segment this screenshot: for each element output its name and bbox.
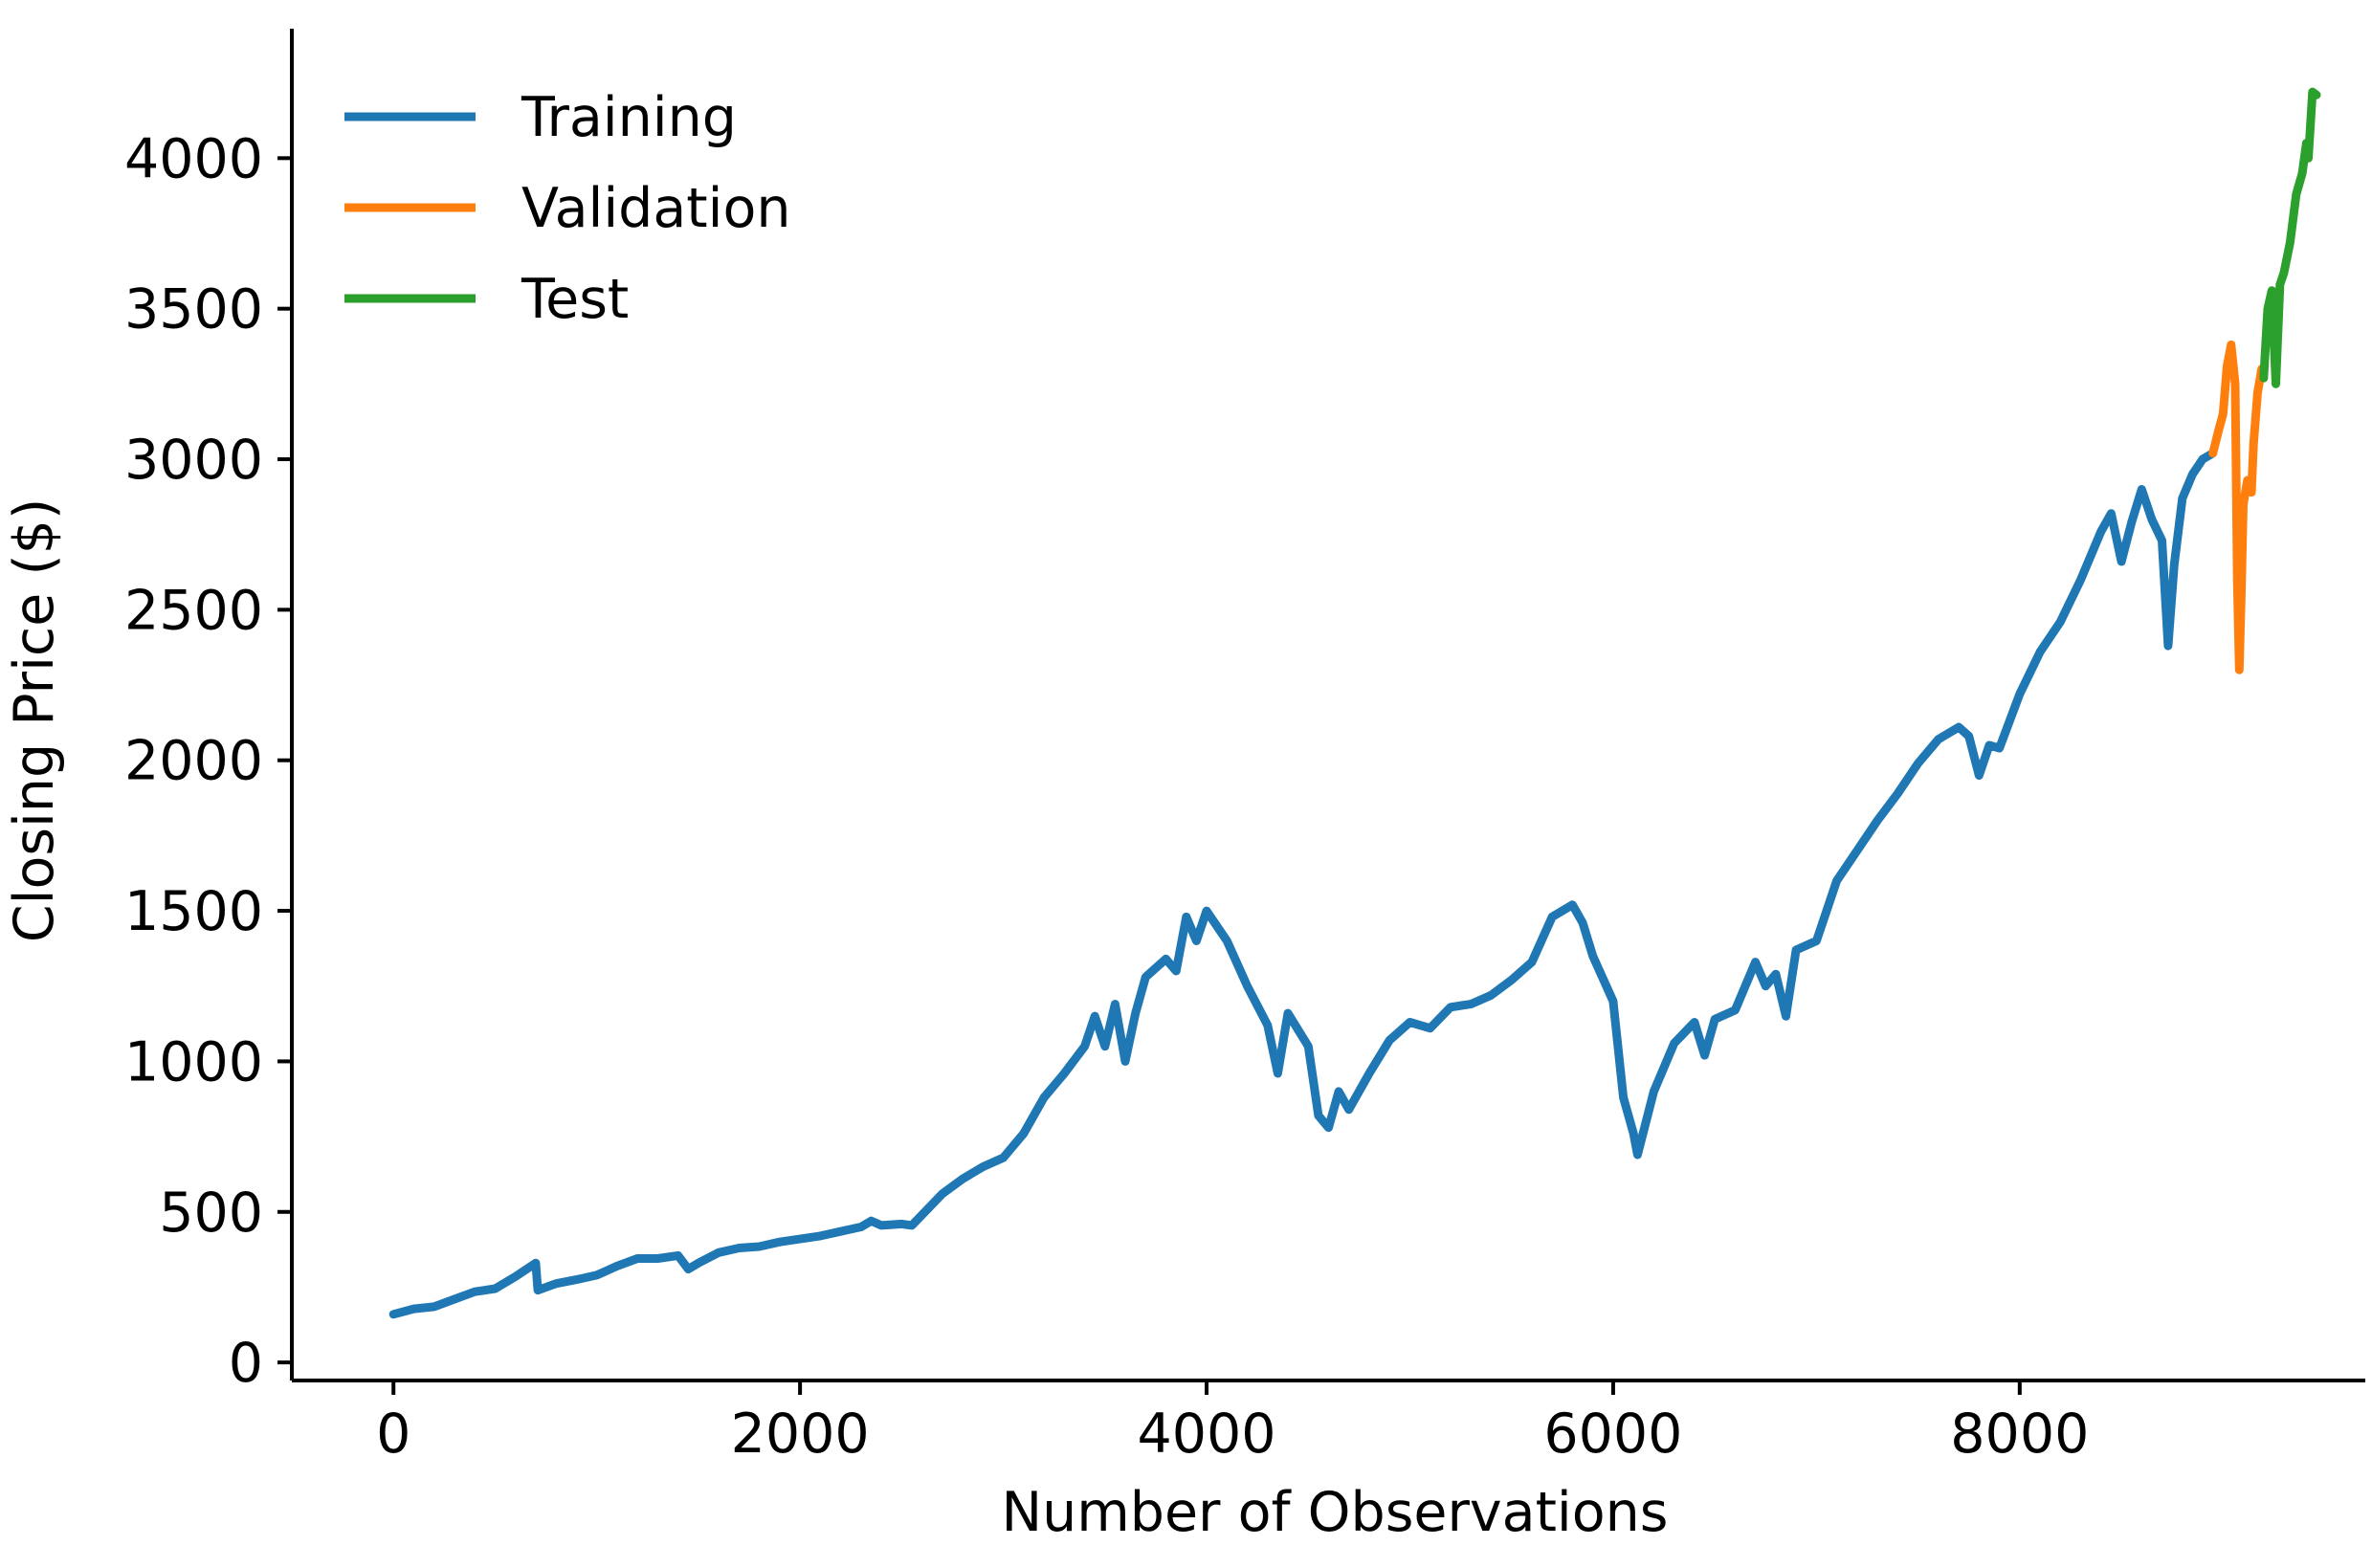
y-tick-label: 4000 <box>124 127 263 190</box>
y-axis-label: Closing Price ($) <box>3 498 66 942</box>
x-tick-label: 6000 <box>1543 1402 1682 1466</box>
x-axis-label: Number of Observations <box>1002 1481 1669 1544</box>
y-tick-label: 1000 <box>124 1030 263 1093</box>
y-tick-label: 500 <box>159 1182 263 1245</box>
legend-label-training: Training <box>521 86 737 149</box>
x-tick-label: 8000 <box>1950 1402 2089 1466</box>
y-tick-label: 1500 <box>124 880 263 943</box>
legend-layer: Training Validation Test <box>344 86 790 331</box>
series-line-training <box>388 449 2218 1319</box>
y-tick-label: 3000 <box>124 429 263 492</box>
legend-label-test: Test <box>521 268 629 331</box>
y-tick-label: 2500 <box>124 579 263 642</box>
x-tick-label: 0 <box>376 1402 410 1466</box>
series-layer <box>388 87 2321 1319</box>
y-tick-label: 3500 <box>124 278 263 342</box>
series-line-test <box>2259 87 2321 388</box>
y-tick-label: 2000 <box>124 730 263 793</box>
series-line-validation <box>2208 340 2269 674</box>
tick-layer: 0 2000 4000 6000 8000 0 500 1000 1500 2000 2500 300… <box>124 127 2089 1466</box>
x-tick-label: 2000 <box>731 1402 870 1466</box>
y-tick-label: 0 <box>229 1332 263 1395</box>
x-tick-label: 4000 <box>1137 1402 1275 1466</box>
legend-label-validation: Validation <box>521 177 790 240</box>
